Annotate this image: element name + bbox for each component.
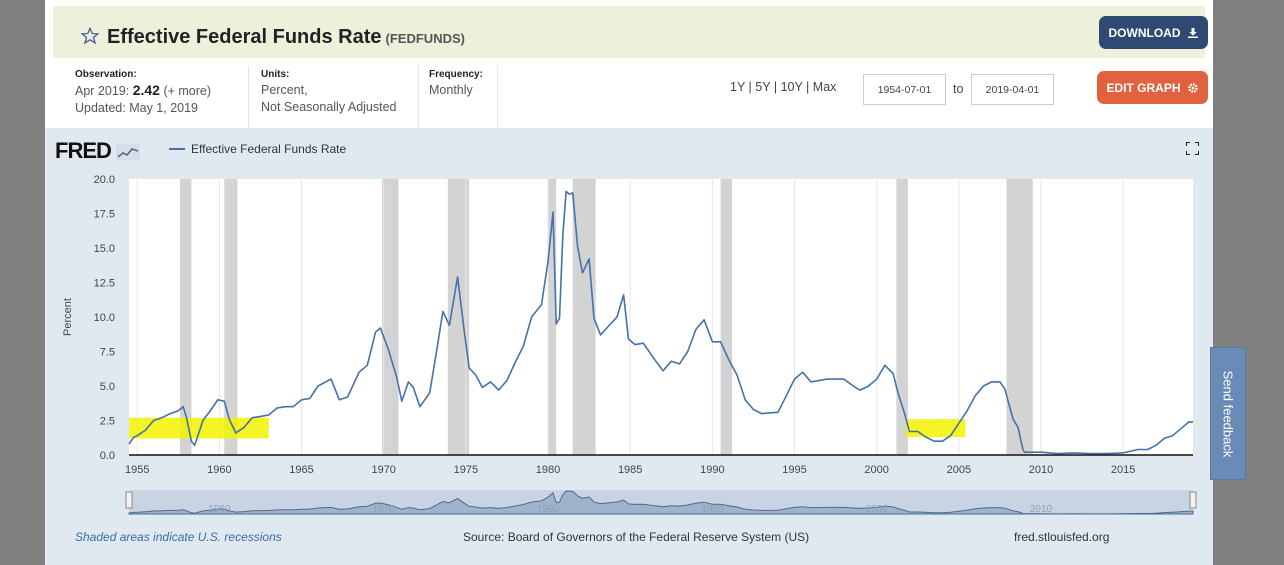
navigator-handle[interactable] — [125, 491, 133, 509]
navigator-label: 1960 — [208, 504, 231, 515]
download-button[interactable]: DOWNLOAD — [1099, 16, 1208, 49]
recession-band — [224, 179, 238, 455]
download-label: DOWNLOAD — [1108, 25, 1181, 40]
x-tick-label: 1985 — [618, 464, 642, 476]
navigator-label: 1970 — [373, 504, 396, 515]
navigator-label: 2010 — [1030, 504, 1053, 515]
more-link[interactable]: (+ more) — [163, 84, 212, 98]
x-tick-label: 1970 — [371, 464, 395, 476]
recession-band — [572, 179, 596, 455]
recession-band — [720, 179, 733, 455]
legend: Effective Federal Funds Rate — [169, 142, 346, 156]
range-link-10y[interactable]: 10Y — [780, 80, 803, 94]
x-tick-label: 1955 — [125, 464, 149, 476]
site-link[interactable]: fred.stlouisfed.org — [1014, 530, 1110, 544]
navigator-handle[interactable] — [1189, 491, 1197, 509]
series-line — [128, 190, 1193, 455]
units-line-2: Not Seasonally Adjusted — [261, 100, 397, 114]
y-tick-label: 2.5 — [100, 416, 115, 428]
x-tick-label: 1995 — [782, 464, 806, 476]
edit-graph-button[interactable]: EDIT GRAPH — [1097, 71, 1208, 104]
fullscreen-icon[interactable] — [1186, 142, 1199, 155]
units-label: Units: — [261, 69, 290, 80]
recession-band — [179, 179, 192, 455]
y-tick-label: 5.0 — [100, 381, 115, 393]
recession-band — [548, 179, 557, 455]
legend-swatch — [169, 148, 185, 150]
units-line-1: Percent, — [261, 83, 308, 97]
plot-background — [129, 179, 1193, 455]
legend-label: Effective Federal Funds Rate — [191, 142, 347, 156]
navigator-series — [128, 490, 1194, 515]
end-date-input[interactable]: 2019-04-01 — [971, 74, 1054, 105]
observation-block: Observation: Apr 2019: 2.42 (+ more) Upd… — [75, 68, 211, 117]
fred-logo-chart-icon — [116, 144, 141, 161]
x-tick-label: 1975 — [454, 464, 478, 476]
send-feedback-tab[interactable]: Send feedback — [1210, 347, 1246, 480]
fred-panel: Effective Federal Funds Rate (FEDFUNDS) D… — [45, 0, 1213, 565]
x-tick-label: 2015 — [1111, 464, 1135, 476]
chart-area: 1960 1970 1980 1990 2000 2010 0.0 2.5 5.0 7.5 10.… — [45, 128, 1213, 565]
recession-band — [382, 179, 399, 455]
page-title: Effective Federal Funds Rate (FEDFUNDS) — [107, 26, 465, 48]
fred-logo[interactable]: FRED — [55, 138, 141, 164]
observation-line: Apr 2019: 2.42 (+ more) — [75, 82, 212, 98]
updated-text: Updated: May 1, 2019 — [75, 101, 198, 115]
divider — [248, 66, 249, 128]
range-link-max[interactable]: Max — [812, 80, 837, 94]
y-tick-label: 7.5 — [100, 347, 115, 359]
units-block: Units: Percent, Not Seasonally Adjusted — [261, 68, 397, 116]
y-axis-label: Percent — [62, 298, 74, 336]
x-tick-label: 1990 — [700, 464, 724, 476]
x-tick-label: 2005 — [947, 464, 971, 476]
range-link-1y[interactable]: 1Y — [730, 80, 746, 94]
y-tick-label: 0.0 — [100, 450, 115, 462]
gear-icon — [1187, 82, 1198, 93]
series-id: (FEDFUNDS) — [385, 31, 465, 46]
navigator-label: 2000 — [866, 504, 889, 515]
frequency-value: Monthly — [429, 83, 473, 97]
divider — [497, 66, 498, 128]
observation-label: Observation: — [75, 69, 137, 80]
y-tick-label: 15.0 — [94, 243, 115, 255]
edit-graph-label: EDIT GRAPH — [1106, 80, 1181, 95]
recession-band — [896, 179, 908, 455]
range-links: 1Y | 5Y | 10Y | Max — [730, 80, 837, 94]
highlight-marker — [906, 419, 966, 438]
frequency-block: Frequency: Monthly — [429, 68, 483, 99]
navigator-label: 1980 — [537, 504, 560, 515]
navigator[interactable]: 1960 1970 1980 1990 2000 2010 — [125, 490, 1197, 515]
y-tick-label: 10.0 — [94, 312, 115, 324]
source-note: Source: Board of Governors of the Federa… — [463, 530, 810, 544]
start-date-input[interactable]: 1954-07-01 — [863, 74, 946, 105]
x-tick-label: 2010 — [1029, 464, 1053, 476]
recession-band — [1006, 179, 1033, 455]
range-link-5y[interactable]: 5Y — [755, 80, 771, 94]
x-tick-label: 1960 — [207, 464, 231, 476]
y-tick-label: 17.5 — [94, 209, 115, 221]
x-tick-label: 1965 — [289, 464, 313, 476]
download-icon — [1187, 27, 1198, 38]
x-tick-label: 1980 — [536, 464, 560, 476]
observation-value: 2.42 — [132, 82, 160, 98]
frequency-label: Frequency: — [429, 69, 483, 80]
divider — [418, 66, 419, 128]
y-tick-label: 12.5 — [94, 278, 115, 290]
fred-chart: 1960 1970 1980 1990 2000 2010 0.0 2.5 5.0 7.5 10.… — [62, 174, 1197, 515]
navigator-label: 1990 — [701, 504, 724, 515]
recession-note[interactable]: Shaded areas indicate U.S. recessions — [75, 530, 282, 544]
title-bar: Effective Federal Funds Rate (FEDFUNDS) — [53, 6, 1205, 58]
x-tick-label: 2000 — [864, 464, 888, 476]
y-tick-label: 20.0 — [94, 174, 115, 186]
to-label: to — [953, 82, 964, 96]
highlight-marker — [129, 417, 269, 439]
recession-band — [447, 179, 470, 455]
star-icon[interactable] — [81, 27, 99, 45]
send-feedback-label: Send feedback — [1220, 370, 1236, 457]
